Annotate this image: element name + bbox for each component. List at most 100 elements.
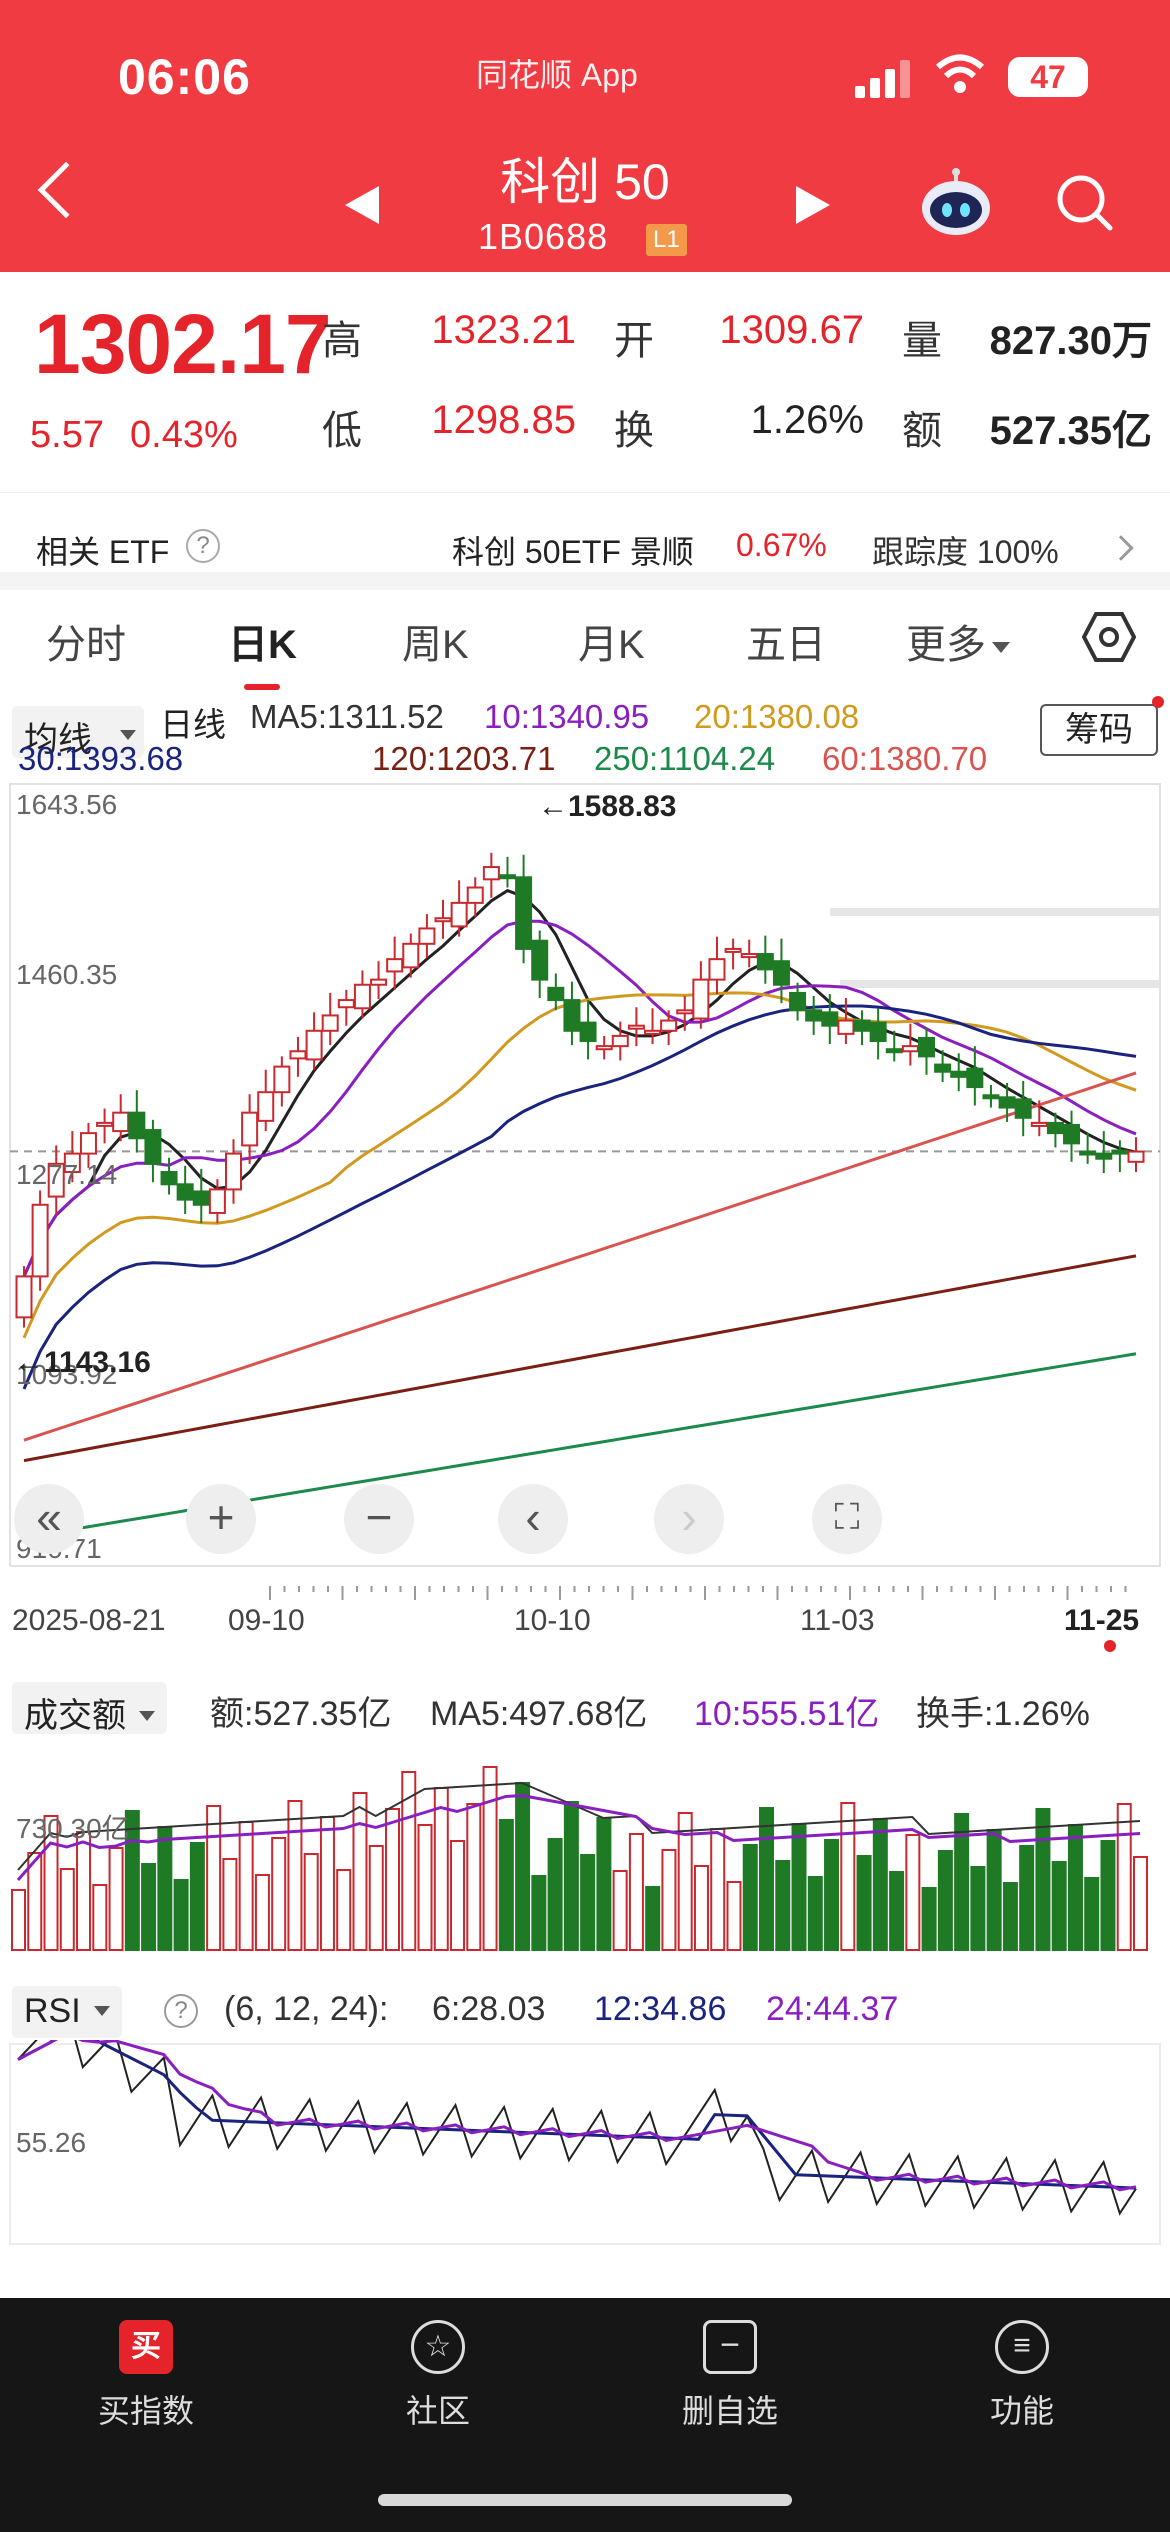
collapse-left-icon[interactable]: « — [14, 1484, 84, 1554]
candle-up — [321, 1014, 339, 1032]
volume-selector[interactable]: 成交额 — [12, 1682, 168, 1735]
candle-down — [805, 1009, 823, 1022]
date-label-end: 11-25 — [1064, 1604, 1140, 1637]
kline-chart[interactable]: 1643.56 1460.35 1277.14 1093.92 910.71 ←… — [0, 780, 1170, 1590]
next-stock-icon[interactable] — [796, 186, 830, 224]
candle-up — [112, 1111, 130, 1133]
related-etf-row[interactable]: 相关 ETF ? 科创 50ETF 景顺 0.67% 跟踪度 100% — [0, 492, 1170, 572]
candle-down — [869, 1021, 887, 1043]
candle-up — [225, 1152, 243, 1191]
volume-amount: 额:527.35亿 — [210, 1695, 392, 1733]
back-chevron-icon[interactable] — [37, 161, 95, 219]
candle-up — [660, 1019, 678, 1032]
volume-bars — [11, 1766, 1148, 1951]
nav-buy-index[interactable]: 买 买指数 — [46, 2320, 246, 2432]
volume-bar-up — [43, 1815, 59, 1951]
help-icon[interactable]: ? — [186, 529, 220, 563]
volume-bar-down — [986, 1829, 1002, 1951]
dropdown-icon — [94, 2006, 111, 2016]
candle-down — [756, 953, 774, 971]
volume-bar-up — [450, 1840, 466, 1951]
dropdown-icon — [139, 1711, 156, 1721]
volume-value: 827.30万 — [989, 319, 1152, 363]
candle-up — [724, 947, 742, 953]
prev-stock-icon[interactable] — [345, 186, 379, 224]
ma-selector[interactable]: 均线 — [12, 706, 144, 759]
rsi-frame — [9, 2043, 1161, 2245]
volume-bar-up — [303, 1853, 319, 1951]
volume-bar-up — [433, 1787, 449, 1951]
price-change: 5.57 — [30, 414, 104, 456]
volume-bar-up — [59, 1868, 75, 1951]
volume-bar-down — [807, 1876, 823, 1951]
assistant-robot-icon[interactable] — [920, 168, 992, 238]
date-label-oct: 10-10 — [514, 1604, 591, 1637]
rsi-legend: RSI ? (6, 12, 24): 6:28.03 12:34.86 24:4… — [0, 1976, 1170, 2046]
kline-frame — [9, 783, 1161, 1567]
volume-selector-label: 成交额 — [24, 1697, 126, 1735]
nav-community[interactable]: ☆ 社区 — [338, 2320, 538, 2432]
candle-up — [79, 1132, 97, 1155]
chevron-right-icon[interactable] — [1108, 535, 1134, 561]
zoom-out-button[interactable]: − — [344, 1484, 414, 1554]
tab-intraday[interactable]: 分时 — [46, 623, 126, 667]
volume-bar-up — [840, 1802, 856, 1951]
candle-up — [273, 1065, 291, 1094]
quote-panel: 1302.17 5.57 0.43% 高 1323.21 低 1298.85 开… — [0, 272, 1170, 572]
ma5-value: MA5:1311.52 — [250, 698, 444, 735]
turnover-value: 1.26% — [750, 398, 864, 442]
zoom-in-button[interactable]: + — [186, 1484, 256, 1554]
high-label: 高 — [322, 319, 362, 363]
volume-bar-up — [222, 1858, 238, 1951]
tab-weekly-k[interactable]: 周K — [402, 623, 469, 667]
tab-daily-k[interactable]: 日K — [228, 623, 297, 667]
candle-down — [934, 1063, 952, 1073]
current-date-dot — [1104, 1640, 1116, 1652]
volume-bar-down — [889, 1871, 905, 1951]
scroll-left-button[interactable]: ‹ — [498, 1484, 568, 1554]
home-indicator — [378, 2494, 792, 2506]
candle-up — [31, 1203, 49, 1278]
volume-bar-up — [368, 1845, 384, 1951]
volume-ma5-line — [17, 1781, 1141, 1871]
dropdown-icon — [120, 730, 136, 740]
volume-bar-up — [466, 1803, 482, 1951]
candle-up — [15, 1275, 33, 1319]
search-icon[interactable] — [1054, 172, 1114, 232]
date-label-start: 2025-08-21 — [12, 1604, 166, 1637]
volume-ma10-line — [16, 1793, 1141, 1881]
candle-down — [998, 1096, 1016, 1109]
candle-up — [370, 978, 388, 986]
y-fourth-label: 1093.92 — [16, 1359, 117, 1390]
settings-hexagon-icon[interactable] — [1082, 610, 1136, 664]
open-value: 1309.67 — [719, 308, 864, 352]
nav-remove-watchlist[interactable]: − 删自选 — [630, 2320, 830, 2432]
rsi-selector[interactable]: RSI — [12, 1986, 123, 2038]
volume-bar-up — [27, 1852, 43, 1951]
rsi6-value: 6:28.03 — [432, 1990, 546, 2028]
tab-monthly-k[interactable]: 月K — [578, 623, 645, 667]
rsi-chart[interactable]: 55.26 — [0, 2040, 1170, 2260]
nav-buy-label: 买指数 — [97, 2393, 194, 2429]
volume-label: 量 — [902, 319, 942, 363]
volume-bar-up — [254, 1874, 270, 1951]
volume-bar-up — [385, 1808, 400, 1951]
volume-chart[interactable]: 730.30亿 — [0, 1740, 1170, 1960]
tab-more[interactable]: 更多 — [906, 612, 1010, 670]
volume-bar-up — [287, 1800, 303, 1951]
candle-up — [63, 1152, 81, 1174]
rsi12-line — [17, 2040, 1137, 2190]
y-mid-label: 1460.35 — [16, 959, 117, 990]
volume-bar-down — [791, 1823, 807, 1951]
candle-up — [289, 1050, 307, 1060]
rsi-help-icon[interactable]: ? — [164, 1994, 198, 2028]
fullscreen-icon[interactable]: ⛶ — [812, 1484, 882, 1554]
scroll-right-button[interactable]: › — [654, 1484, 724, 1554]
tab-five-day[interactable]: 五日 — [746, 623, 826, 667]
nav-functions[interactable]: ≡ 功能 — [922, 2320, 1122, 2432]
notification-dot — [1152, 696, 1164, 708]
ma30-line — [22, 1004, 1137, 1390]
candle-up — [627, 1024, 645, 1030]
chips-button[interactable]: 筹码 — [1040, 704, 1158, 756]
date-label-sep: 09-10 — [228, 1604, 305, 1637]
